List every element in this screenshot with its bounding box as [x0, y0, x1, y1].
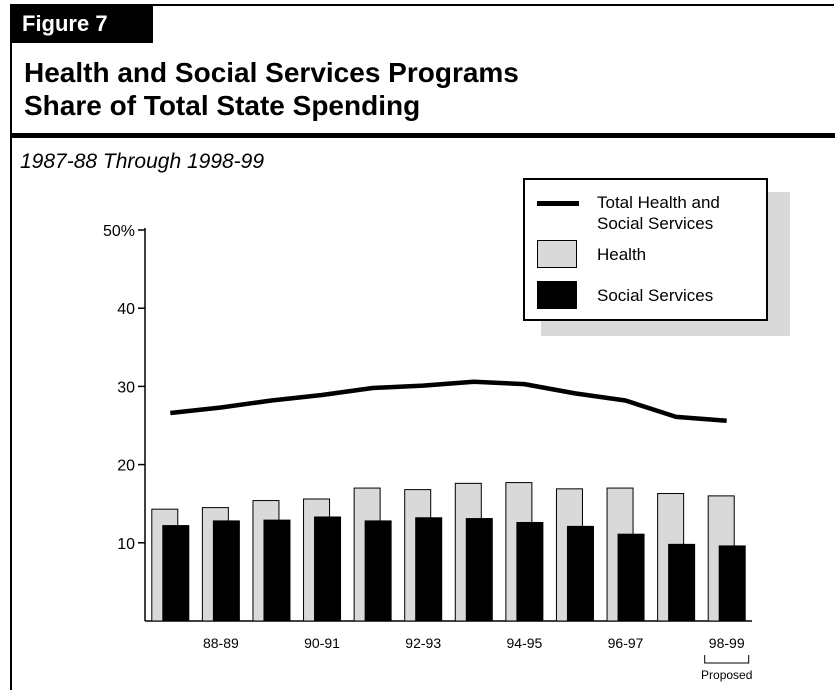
x-tick-label: 88-89 [203, 635, 239, 651]
chart-subtitle: 1987-88 Through 1998-99 [20, 150, 265, 173]
bar-social-services [415, 517, 443, 622]
x-tick-label: 92-93 [405, 635, 441, 651]
bar-social-services [212, 520, 240, 622]
bar-social-services [668, 543, 696, 622]
y-tick-label: 30 [117, 379, 135, 396]
x-tick-label: 96-97 [608, 635, 644, 651]
chart-title: Health and Social Services Programs Shar… [24, 56, 824, 122]
legend-label-health: Health [597, 245, 647, 264]
legend-label-social: Social Services [597, 286, 714, 305]
legend-line-swatch [537, 201, 579, 206]
x-tick-label: 94-95 [506, 635, 542, 651]
legend-label-total: Total Health and Social Services [597, 192, 720, 234]
bar-social-services [263, 519, 291, 622]
y-tick-label: 20 [117, 458, 135, 475]
bar-social-services [465, 518, 493, 622]
legend-label-total-line-1: Total Health and [597, 193, 720, 212]
legend: Total Health and Social Services Health … [523, 178, 768, 321]
y-tick-label: 40 [117, 301, 135, 318]
bar-social-services [516, 521, 544, 622]
legend-label-total-line-2: Social Services [597, 214, 714, 233]
bar-social-services [566, 525, 594, 622]
line-total-health-social [170, 379, 727, 424]
bar-social-services [162, 525, 190, 622]
bar-social-services [617, 533, 645, 622]
legend-social-swatch [537, 281, 577, 309]
figure-label: Figure 7 [10, 4, 153, 43]
y-tick-label: 50% [103, 223, 135, 240]
bar-social-services [718, 545, 746, 622]
chart-title-line-2: Share of Total State Spending [24, 90, 421, 121]
x-tick-label: 90-91 [304, 635, 340, 651]
bar-social-services [364, 520, 392, 622]
legend-health-swatch [537, 240, 577, 268]
y-tick-label: 10 [117, 536, 135, 553]
figure-frame [10, 4, 834, 690]
chart-title-line-1: Health and Social Services Programs [24, 57, 519, 88]
bar-social-services [314, 516, 342, 622]
proposed-bracket [704, 655, 750, 664]
proposed-annotation: Proposed [701, 668, 752, 682]
x-tick-label: 98-99 [709, 635, 745, 651]
title-rule [10, 133, 835, 138]
